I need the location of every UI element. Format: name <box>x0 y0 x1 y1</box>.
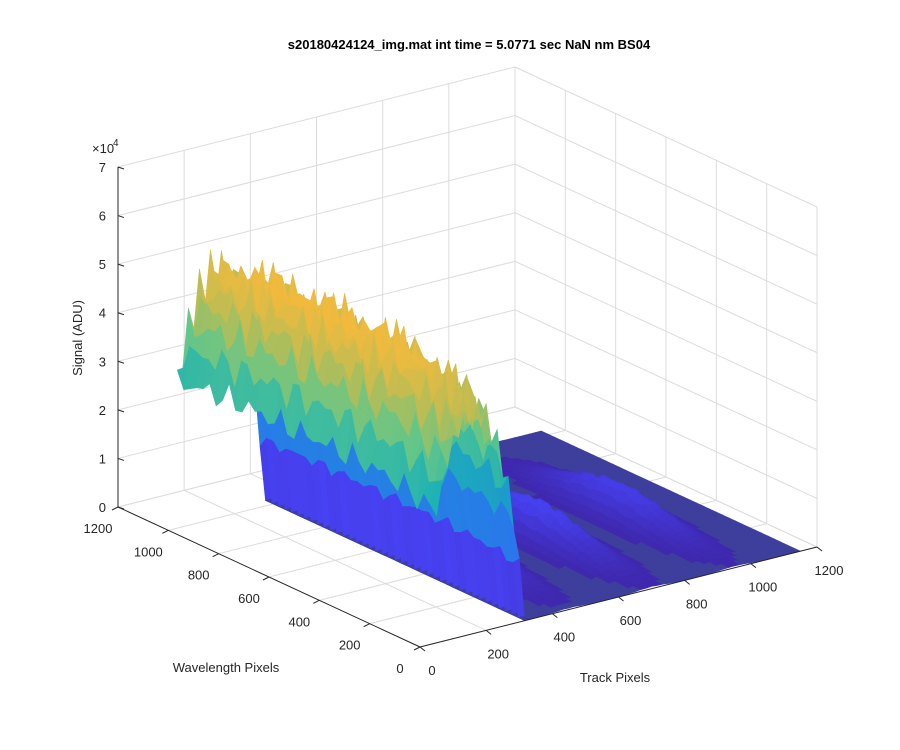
z-tick-label: 7 <box>99 160 106 175</box>
z-tick-mark <box>117 360 125 364</box>
y-tick-label: 1000 <box>134 544 163 559</box>
grid-line-wall-z <box>514 309 818 451</box>
x-tick-label: 0 <box>428 663 435 678</box>
grid-line-wall-z <box>117 163 516 265</box>
z-tick-label: 2 <box>99 403 106 418</box>
tick-labels: 0200400600800100012000200400600800100012… <box>84 160 844 678</box>
x-tick-mark <box>485 629 492 635</box>
x-tick-label: 200 <box>487 646 509 661</box>
y-tick-label: 800 <box>188 568 210 583</box>
grid-line-wall-z <box>514 115 818 257</box>
x-tick-mark <box>816 546 823 552</box>
z-tick-label: 1 <box>99 451 106 466</box>
z-tick-label: 3 <box>99 354 106 369</box>
z-tick-mark <box>117 409 125 413</box>
grid-line-wall-z <box>514 406 818 548</box>
chart-title: s20180424124_img.mat int time = 5.0771 s… <box>288 37 651 52</box>
y-tick-mark <box>162 529 169 534</box>
x-tick-mark <box>618 596 624 602</box>
x-tick-label: 1200 <box>815 563 844 578</box>
y-tick-mark <box>313 599 320 604</box>
grid-line-wall-z <box>117 66 516 168</box>
z-tick-mark <box>117 263 125 267</box>
x-tick-label: 1000 <box>748 580 777 595</box>
z-tick-label: 0 <box>99 500 106 515</box>
grid-line-wall-z <box>514 357 818 499</box>
z-exponent-power: 4 <box>113 138 119 149</box>
y-tick-mark <box>262 576 270 581</box>
grid-line-wall-z <box>514 260 818 402</box>
grid-line-wall-z <box>514 163 818 305</box>
z-exponent-label: ×10 4 <box>92 138 119 156</box>
z-tick-mark <box>117 166 125 170</box>
y-tick-label: 200 <box>339 638 361 653</box>
x-tick-label: 800 <box>686 596 708 611</box>
surface <box>176 249 802 622</box>
grid-line-wall-z <box>117 212 516 314</box>
z-tick-mark <box>117 215 125 219</box>
grid-line-wall-z <box>117 115 516 217</box>
z-tick-mark <box>117 506 125 510</box>
y-tick-mark <box>363 623 370 628</box>
y-tick-mark <box>413 646 421 651</box>
y-tick-label: 1200 <box>84 521 113 536</box>
x-tick-mark <box>419 646 426 652</box>
y-tick-mark <box>111 506 119 511</box>
x-tick-label: 600 <box>620 613 642 628</box>
z-tick-label: 4 <box>99 306 106 321</box>
x-tick-mark <box>552 613 558 619</box>
z-tick-mark <box>117 312 125 316</box>
z-exponent-base: ×10 <box>92 141 114 156</box>
x-tick-mark <box>684 579 690 585</box>
z-tick-mark <box>117 457 125 461</box>
y-tick-label: 400 <box>288 614 310 629</box>
z-tick-label: 5 <box>99 257 106 272</box>
axes <box>111 166 823 652</box>
y-tick-label: 600 <box>238 591 260 606</box>
y-axis-label: Wavelength Pixels <box>173 660 280 675</box>
grid-line-wall-z <box>514 212 818 354</box>
x-tick-mark <box>750 563 757 569</box>
x-axis-label: Track Pixels <box>580 670 651 685</box>
grid-line-wall-z <box>514 66 818 208</box>
y-tick-label: 0 <box>396 661 403 676</box>
x-tick-label: 400 <box>553 630 575 645</box>
z-tick-label: 6 <box>99 209 106 224</box>
y-tick-mark <box>212 553 219 558</box>
z-axis-label: Signal (ADU) <box>70 300 85 376</box>
